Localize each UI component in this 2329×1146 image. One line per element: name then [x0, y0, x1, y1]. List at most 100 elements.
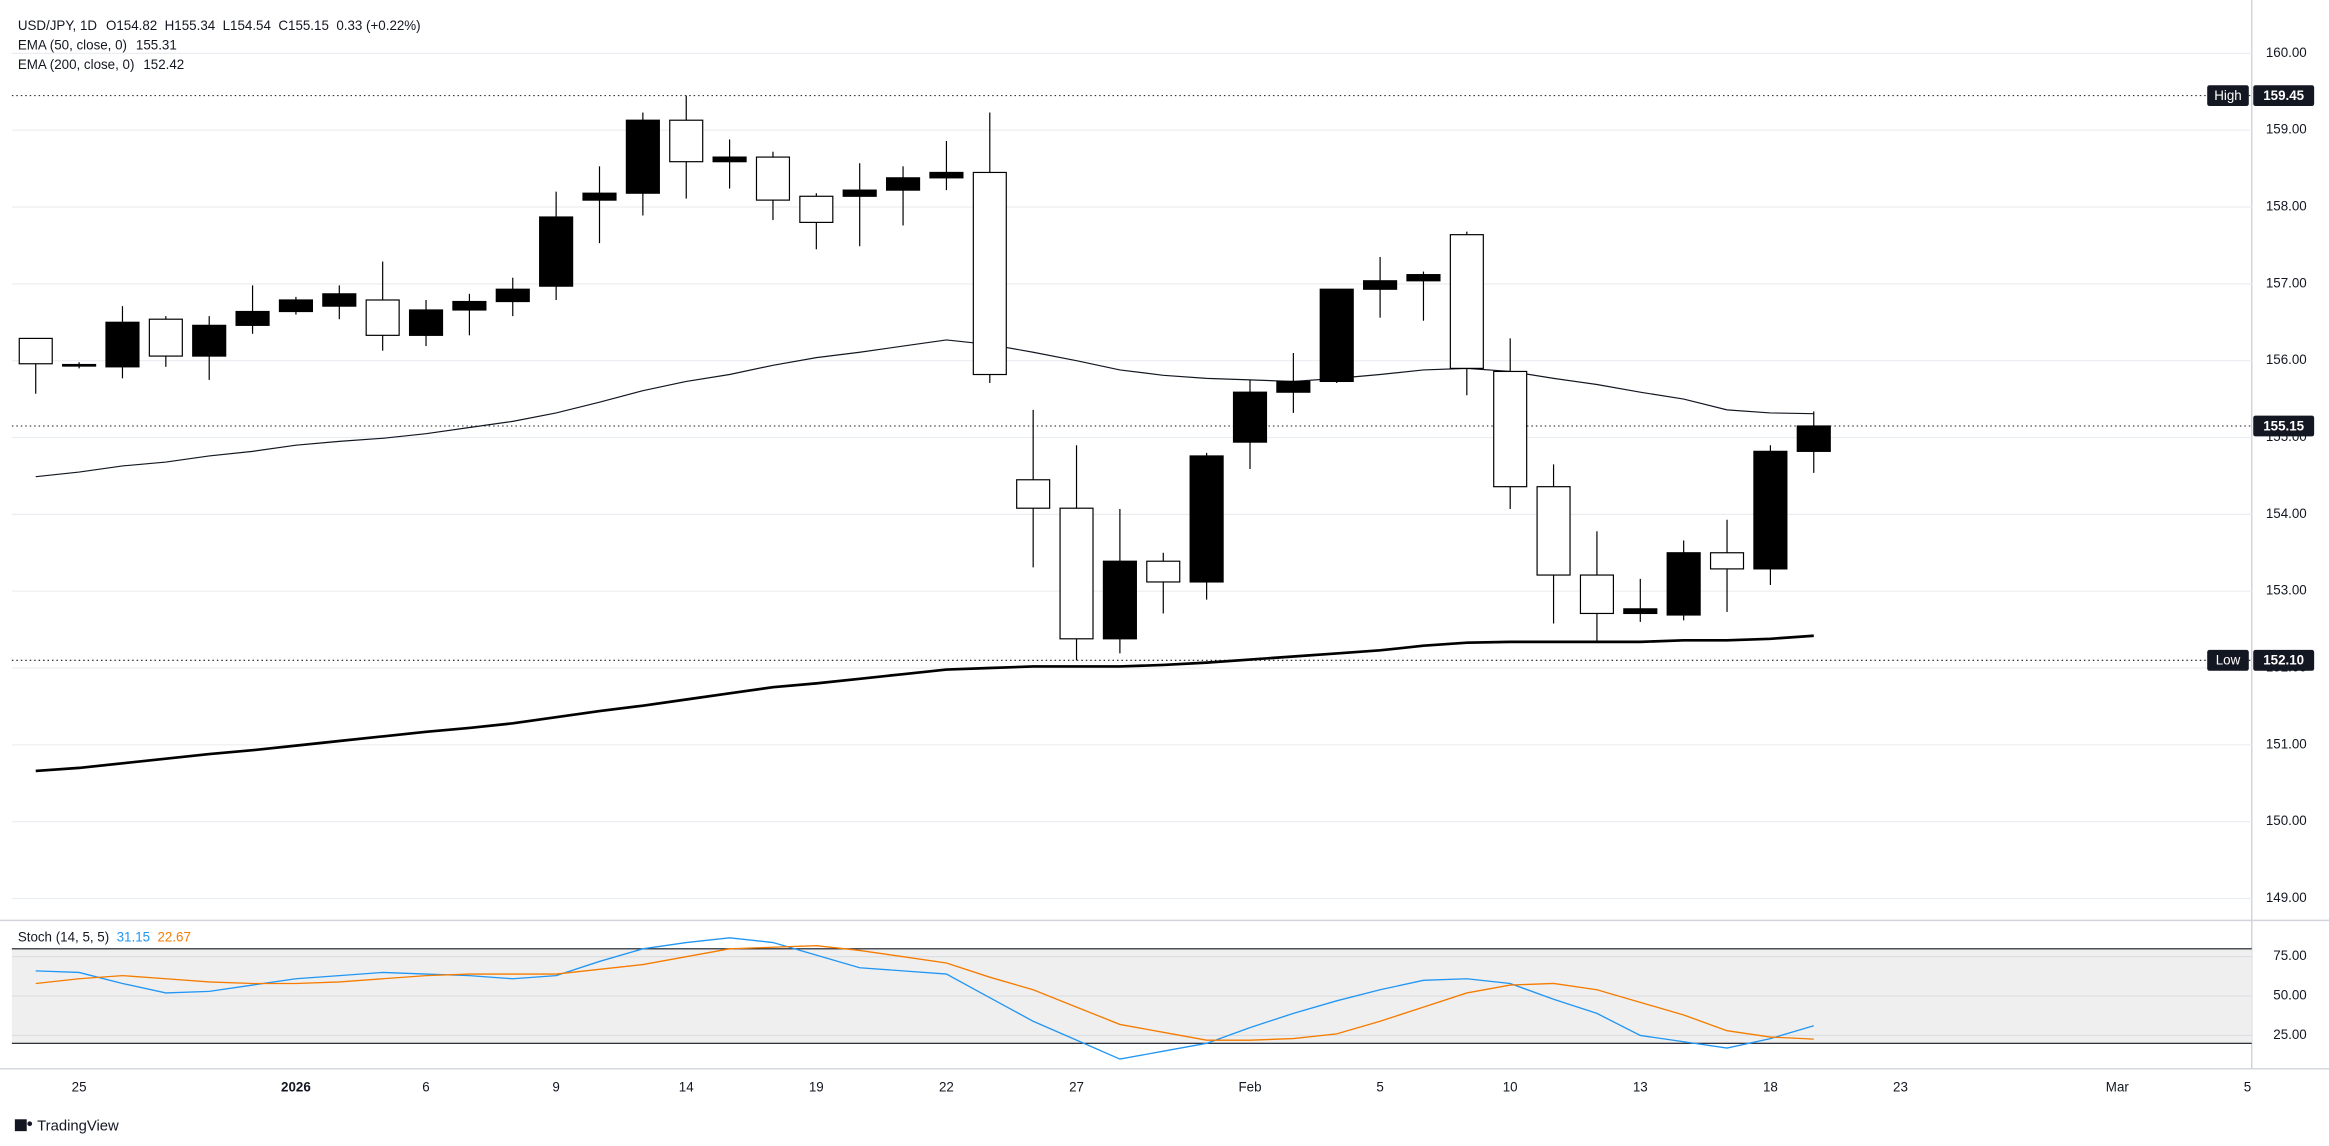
- x-tick-label: 27: [1069, 1080, 1084, 1095]
- candle-body: [452, 300, 487, 311]
- x-tick-label: Feb: [1238, 1080, 1261, 1095]
- candle-body: [625, 119, 660, 194]
- x-tick-label: 6: [422, 1080, 429, 1095]
- brand-text[interactable]: TradingView: [37, 1119, 119, 1135]
- stoch-line: [35, 945, 1814, 1041]
- candle-body: [365, 299, 400, 336]
- candle-body: [192, 324, 227, 357]
- candle-body: [235, 310, 270, 326]
- candle-body: [1059, 507, 1094, 640]
- x-tick-label: Mar: [2106, 1080, 2130, 1095]
- candle-body: [18, 337, 53, 365]
- quote-label: 0.33 (+0.22%): [336, 18, 420, 33]
- y-tick-label: 153.00: [2266, 583, 2307, 598]
- y-tick-label: 156.00: [2266, 352, 2307, 367]
- y-tick-label: 75.00: [2273, 948, 2306, 963]
- price-tag: [2253, 415, 2315, 437]
- candle-body: [278, 299, 314, 313]
- chart-title: USD/JPY, 1D: [18, 18, 98, 33]
- candle-body: [929, 171, 964, 179]
- candle-body: [1579, 574, 1615, 615]
- quote-label: O154.82: [106, 18, 157, 33]
- candle-body: [1623, 608, 1658, 615]
- candle-body: [1709, 552, 1745, 570]
- y-tick-label: 149.00: [2266, 890, 2307, 905]
- candle-body: [1016, 479, 1051, 509]
- candle-body: [1666, 552, 1701, 616]
- candle-body: [755, 156, 791, 201]
- x-tick-label: 5: [2244, 1080, 2251, 1095]
- y-tick-label: 157.00: [2266, 275, 2307, 290]
- candle-body: [1319, 288, 1354, 383]
- y-tick-label: 158.00: [2266, 199, 2307, 214]
- price-tag-label: 159.45: [2263, 88, 2304, 103]
- price-tag-label: 155.15: [2263, 418, 2304, 433]
- indicator-value: 22.67: [157, 930, 190, 945]
- quote-label: L154.54: [223, 18, 272, 33]
- x-tick-label: 2026: [281, 1080, 311, 1095]
- price-line-name-tag: [2207, 649, 2249, 671]
- stoch-line: [35, 937, 1814, 1060]
- legend-name: EMA (200, close, 0): [18, 57, 135, 72]
- y-tick-label: 50.00: [2273, 988, 2306, 1003]
- x-tick-label: 22: [939, 1080, 954, 1095]
- logo-icon: [14, 1119, 27, 1132]
- candle-body: [495, 288, 530, 303]
- quote-label: C155.15: [278, 18, 329, 33]
- price-tag: [2253, 649, 2315, 671]
- candle-body: [1536, 486, 1571, 576]
- y-tick-label: 154.00: [2266, 506, 2307, 521]
- y-tick-label: 25.00: [2273, 1027, 2306, 1042]
- y-tick-label: 150.00: [2266, 813, 2307, 828]
- candle-body: [105, 321, 140, 368]
- legend-value: 152.42: [143, 57, 184, 72]
- price-line-name: High: [2214, 88, 2241, 103]
- quote-label: H155.34: [165, 18, 216, 33]
- x-tick-label: 10: [1503, 1080, 1518, 1095]
- y-tick-label: 159.00: [2266, 122, 2307, 137]
- price-tag-label: 152.10: [2263, 653, 2304, 668]
- candle-body: [148, 318, 183, 357]
- candle-body: [1449, 234, 1484, 369]
- candle-body: [712, 156, 747, 163]
- candle-body: [322, 293, 357, 307]
- price-tag: [2253, 85, 2315, 107]
- x-tick-label: 13: [1633, 1080, 1648, 1095]
- candle-body: [408, 309, 444, 336]
- brand-logo[interactable]: TradingView: [14, 1119, 119, 1135]
- candle-body: [842, 189, 877, 197]
- candle-body: [885, 177, 921, 191]
- candle-body: [1189, 455, 1224, 583]
- x-tick-label: 5: [1376, 1080, 1383, 1095]
- price-line-name-tag: [2207, 85, 2249, 107]
- x-tick-label: 14: [679, 1080, 694, 1095]
- candle-body: [539, 216, 574, 287]
- candle-body: [1146, 560, 1181, 583]
- x-tick-label: 25: [72, 1080, 87, 1095]
- candle-body: [1406, 274, 1441, 282]
- x-tick-label: 23: [1893, 1080, 1908, 1095]
- y-tick-label: 160.00: [2266, 45, 2307, 60]
- x-tick-label: 19: [809, 1080, 824, 1095]
- x-tick-label: 18: [1763, 1080, 1778, 1095]
- indicator-value: 31.15: [117, 930, 150, 945]
- y-tick-label: 151.00: [2266, 736, 2307, 751]
- candle-body: [1102, 560, 1137, 640]
- legend-name: EMA (50, close, 0): [18, 38, 127, 53]
- logo-icon-dot: [27, 1121, 33, 1127]
- candle-body: [1276, 380, 1311, 393]
- ema-line: [35, 634, 1814, 773]
- candle-body: [1363, 280, 1398, 290]
- legend-value: 155.31: [136, 38, 177, 53]
- candle-body: [799, 195, 834, 223]
- candle-body: [1796, 425, 1831, 452]
- candle-body: [972, 171, 1007, 376]
- price-line-name: Low: [2216, 653, 2241, 668]
- indicator-title: Stoch (14, 5, 5): [18, 930, 109, 945]
- candle-body: [1493, 370, 1528, 488]
- candle-body: [62, 363, 97, 367]
- x-tick-label: 9: [552, 1080, 559, 1095]
- candle-body: [1232, 391, 1268, 443]
